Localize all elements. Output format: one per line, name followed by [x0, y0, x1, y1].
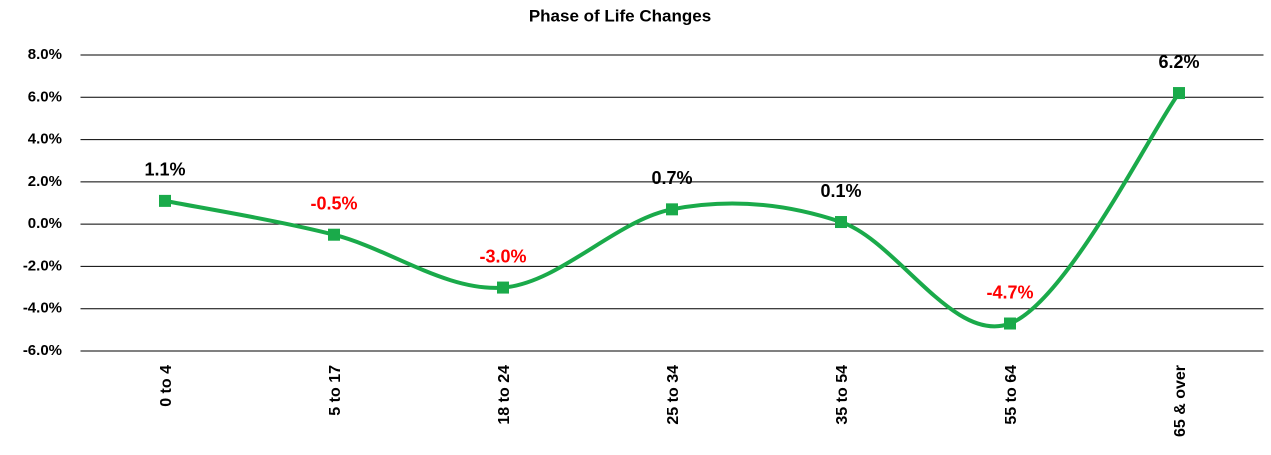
- data-label: 1.1%: [144, 160, 185, 180]
- y-tick-label: -2.0%: [23, 257, 62, 274]
- marker: [1173, 87, 1185, 100]
- x-tick-label: 18 to 24: [496, 365, 513, 425]
- marker: [497, 281, 509, 294]
- data-label: -4.7%: [986, 282, 1033, 302]
- y-tick-label: 4.0%: [28, 131, 62, 148]
- marker: [666, 203, 678, 216]
- data-label: 0.1%: [820, 181, 861, 201]
- marker: [835, 216, 847, 229]
- x-tick-label: 55 to 64: [1003, 365, 1020, 425]
- data-label: 0.7%: [651, 168, 692, 188]
- y-tick-label: 8.0%: [28, 46, 62, 63]
- data-label: 6.2%: [1158, 52, 1199, 72]
- marker: [159, 194, 171, 207]
- x-tick-label: 65 & over: [1172, 365, 1189, 437]
- x-tick-label: 25 to 34: [665, 365, 682, 425]
- x-tick-label: 5 to 17: [327, 365, 344, 416]
- marker: [1004, 317, 1016, 330]
- marker: [328, 228, 340, 241]
- y-tick-label: 0.0%: [28, 215, 62, 232]
- x-tick-label: 0 to 4: [158, 365, 175, 407]
- y-tick-label: -6.0%: [23, 342, 62, 359]
- chart-title: Phase of Life Changes: [529, 6, 711, 25]
- x-tick-label: 35 to 54: [834, 365, 851, 425]
- y-tick-label: 2.0%: [28, 173, 62, 190]
- y-tick-label: -4.0%: [23, 300, 62, 317]
- data-label: -0.5%: [310, 193, 357, 213]
- data-label: -3.0%: [479, 246, 526, 266]
- y-tick-label: 6.0%: [28, 88, 62, 105]
